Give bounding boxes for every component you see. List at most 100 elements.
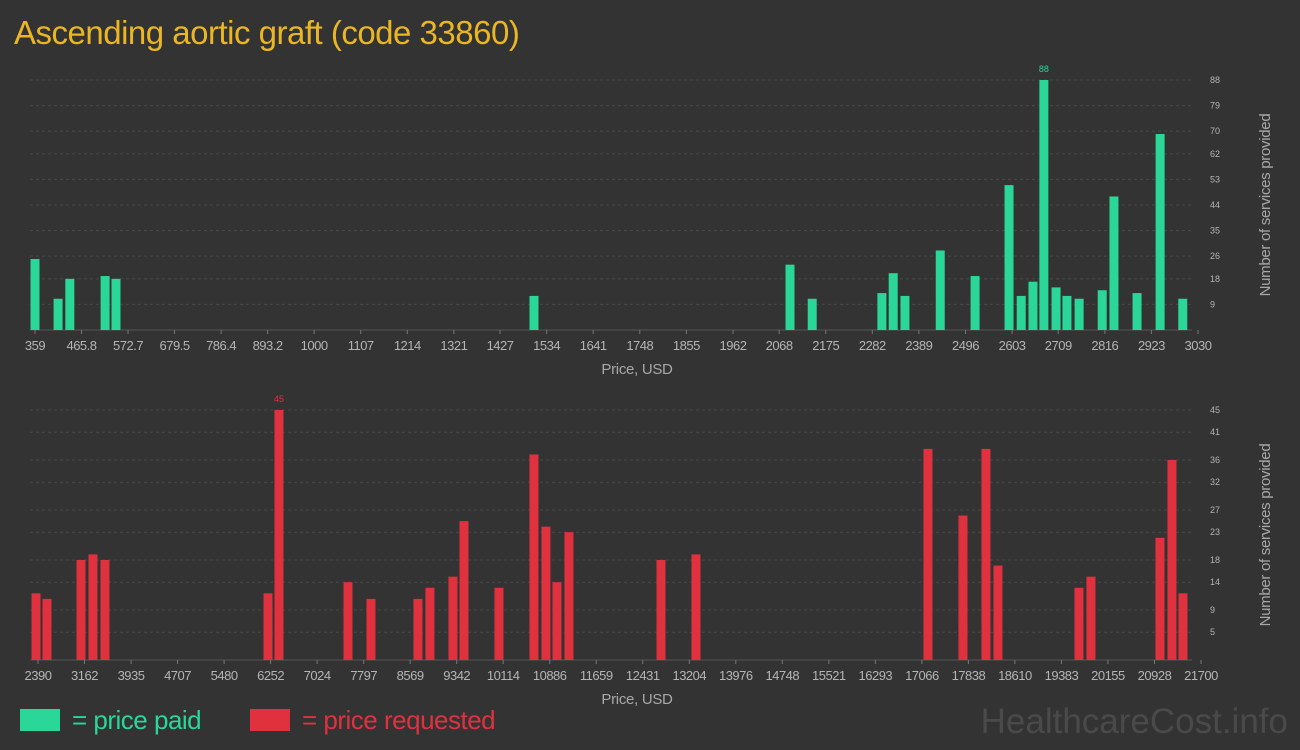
x-tick-label: 16293	[859, 668, 893, 683]
bar	[459, 521, 469, 660]
bar	[30, 258, 40, 330]
bar	[494, 587, 504, 660]
x-tick-label: 1855	[673, 338, 700, 353]
x-tick-label: 3935	[118, 668, 145, 683]
bar	[785, 264, 795, 330]
watermark: HealthcareCost.info	[981, 702, 1288, 741]
x-tick-label: 10886	[533, 668, 567, 683]
y-tick-label: 23	[1210, 527, 1220, 537]
bar	[923, 448, 933, 660]
x-tick-label: 1321	[440, 338, 467, 353]
bar	[981, 448, 991, 660]
x-tick-label: 786.4	[206, 338, 236, 353]
x-tick-label: 465.8	[66, 338, 96, 353]
x-tick-label: 9342	[443, 668, 470, 683]
x-tick-label: 20155	[1091, 668, 1125, 683]
x-tick-label: 3030	[1185, 338, 1212, 353]
title: Ascending aortic graft (code 33860)	[14, 14, 519, 51]
bar	[100, 276, 110, 330]
y-tick-label: 26	[1210, 251, 1220, 261]
x-tick-label: 7024	[304, 668, 331, 683]
bar	[993, 565, 1003, 660]
bar	[448, 576, 458, 660]
x-tick-label: 14748	[765, 668, 799, 683]
bar	[900, 295, 910, 330]
bar	[1051, 287, 1061, 330]
bar	[88, 554, 98, 660]
legend-label: = price paid	[72, 705, 201, 735]
bar	[1039, 80, 1049, 330]
bar	[1074, 587, 1084, 660]
x-tick-label: 1534	[533, 338, 560, 353]
legend-swatch	[250, 709, 290, 731]
x-tick-label: 21700	[1184, 668, 1218, 683]
x-tick-label: 2389	[905, 338, 932, 353]
bar	[529, 454, 539, 660]
x-axis-label: Price, USD	[601, 691, 673, 708]
x-tick-label: 13976	[719, 668, 753, 683]
x-tick-label: 12431	[626, 668, 660, 683]
y-tick-label: 44	[1210, 200, 1220, 210]
x-tick-label: 13204	[672, 668, 706, 683]
bar	[263, 593, 273, 660]
y-tick-label: 9	[1210, 299, 1215, 309]
bar	[564, 532, 574, 660]
x-tick-label: 2068	[766, 338, 793, 353]
x-tick-label: 18610	[998, 668, 1032, 683]
y-tick-label: 70	[1210, 126, 1220, 136]
x-tick-label: 1000	[301, 338, 328, 353]
x-tick-label: 1641	[580, 338, 607, 353]
bar	[366, 598, 376, 660]
x-tick-label: 2923	[1138, 338, 1165, 353]
bar	[111, 278, 121, 330]
legend-swatch	[20, 709, 60, 731]
x-tick-label: 17838	[952, 668, 986, 683]
bar	[807, 298, 817, 330]
y-tick-label: 88	[1210, 75, 1220, 85]
bar	[1016, 295, 1026, 330]
x-tick-label: 2709	[1045, 338, 1072, 353]
bar	[552, 582, 562, 660]
x-tick-label: 17066	[905, 668, 939, 683]
y-tick-label: 5	[1210, 627, 1215, 637]
bar	[529, 295, 539, 330]
bar	[958, 515, 968, 660]
bar	[31, 593, 41, 660]
legend-label: = price requested	[302, 705, 495, 735]
y-tick-label: 27	[1210, 505, 1220, 515]
y-tick-label: 62	[1210, 149, 1220, 159]
y-tick-label: 14	[1210, 577, 1220, 587]
bar	[1178, 593, 1188, 660]
y-tick-label: 18	[1210, 555, 1220, 565]
x-tick-label: 572.7	[113, 338, 143, 353]
x-tick-label: 20928	[1138, 668, 1172, 683]
x-tick-label: 10114	[487, 668, 520, 683]
y-tick-label: 18	[1210, 274, 1220, 284]
x-tick-label: 4707	[164, 668, 191, 683]
bar	[1178, 298, 1188, 330]
y-axis-label: Number of services provided	[1257, 114, 1274, 297]
bar	[1155, 133, 1165, 330]
bar	[1086, 576, 1096, 660]
x-tick-label: 359	[25, 338, 45, 353]
bar	[65, 278, 75, 330]
y-tick-label: 79	[1210, 101, 1220, 111]
bar	[691, 554, 701, 660]
x-tick-label: 11659	[580, 668, 613, 683]
max-label: 88	[1039, 64, 1049, 74]
bar	[970, 276, 980, 330]
y-tick-label: 36	[1210, 455, 1220, 465]
y-tick-label: 41	[1210, 427, 1220, 437]
x-tick-label: 6252	[257, 668, 284, 683]
bar	[1004, 185, 1014, 330]
x-tick-label: 19383	[1045, 668, 1079, 683]
bar	[1167, 460, 1177, 660]
bar	[413, 598, 423, 660]
x-tick-label: 1962	[720, 338, 747, 353]
bar	[935, 250, 945, 330]
x-tick-label: 2496	[952, 338, 979, 353]
bar	[1074, 298, 1084, 330]
x-tick-label: 679.5	[160, 338, 190, 353]
bar	[1132, 293, 1142, 330]
